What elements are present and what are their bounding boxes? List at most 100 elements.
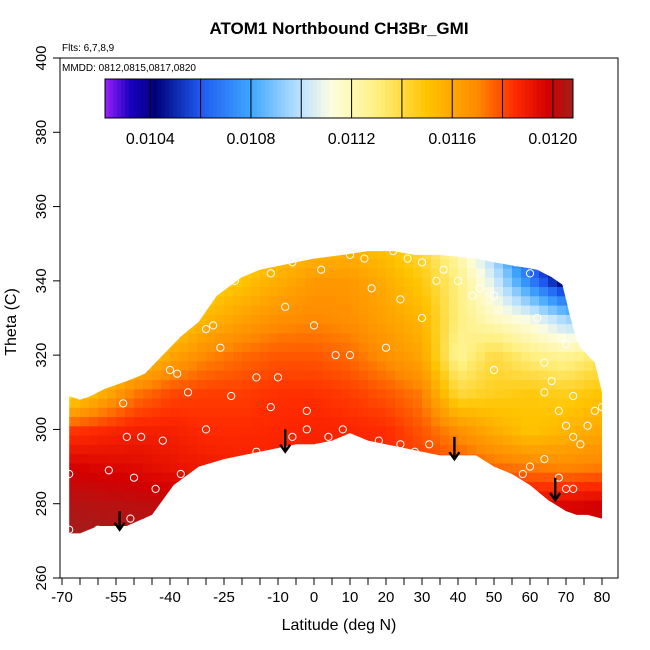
- heatmap-cell: [260, 240, 270, 250]
- heatmap-cell: [170, 231, 180, 241]
- heatmap-cell: [395, 360, 405, 371]
- observation-point: [374, 436, 383, 445]
- heatmap-cell: [305, 537, 315, 547]
- heatmap-cell: [125, 240, 135, 250]
- heatmap-cell: [125, 444, 135, 455]
- heatmap-cell: [161, 258, 171, 269]
- heatmap-cell: [539, 435, 549, 445]
- heatmap-cell: [224, 546, 234, 556]
- heatmap-cell: [521, 388, 531, 399]
- heatmap-cell: [485, 416, 495, 427]
- heatmap-cell: [386, 518, 396, 529]
- colorbar-swatch: [109, 79, 114, 118]
- heatmap-cell: [242, 425, 252, 436]
- heatmap-cell: [143, 490, 153, 501]
- heatmap-cell: [521, 240, 531, 250]
- observation-point: [216, 343, 225, 352]
- heatmap-cell: [116, 425, 126, 436]
- heatmap-cell: [170, 360, 180, 371]
- heatmap-cell: [548, 509, 558, 520]
- heatmap-cell: [386, 444, 396, 455]
- heatmap-cell: [71, 305, 81, 315]
- heatmap-cell: [557, 231, 567, 241]
- heatmap-cell: [449, 518, 459, 529]
- heatmap-cell: [467, 527, 477, 534]
- heatmap-cell: [476, 351, 486, 362]
- y-tick-label: 300: [33, 417, 50, 442]
- heatmap-cell: [161, 546, 171, 556]
- heatmap-cell: [368, 537, 378, 547]
- heatmap-cell: [323, 305, 333, 315]
- heatmap-cell: [476, 518, 486, 529]
- heatmap-cell: [233, 435, 243, 445]
- heatmap-cell: [134, 444, 144, 455]
- heatmap-cell: [332, 258, 342, 269]
- heatmap-cell: [251, 370, 261, 380]
- heatmap-cell: [251, 314, 261, 325]
- heatmap-cell: [503, 342, 513, 353]
- heatmap-cell: [224, 500, 234, 510]
- heatmap-cell: [161, 500, 171, 510]
- heatmap-cell: [485, 546, 495, 556]
- heatmap-cell: [287, 481, 297, 492]
- heatmap-cell: [179, 546, 189, 556]
- heatmap-cell: [170, 509, 180, 520]
- colorbar-swatch: [217, 79, 222, 118]
- heatmap-cell: [350, 416, 360, 427]
- heatmap-cell: [341, 388, 351, 399]
- heatmap-cell: [89, 370, 99, 380]
- heatmap-cell: [476, 258, 486, 269]
- heatmap-cell: [125, 527, 135, 534]
- heatmap-cell: [431, 435, 441, 445]
- colorbar-swatch: [413, 79, 418, 118]
- heatmap-cell: [251, 546, 261, 556]
- heatmap-cell: [71, 379, 81, 390]
- heatmap-cell: [386, 546, 396, 556]
- heatmap-cell: [125, 251, 135, 260]
- colorbar-swatch: [397, 79, 402, 118]
- heatmap-cell: [530, 416, 540, 427]
- heatmap-cell: [476, 407, 486, 418]
- heatmap-cell: [260, 370, 270, 380]
- colorbar-swatch: [201, 79, 206, 118]
- heatmap-cell: [224, 462, 234, 473]
- heatmap-cell: [179, 444, 189, 455]
- heatmap-cell: [566, 370, 576, 380]
- heatmap-cell: [242, 472, 252, 483]
- heatmap-cell: [530, 258, 540, 269]
- heatmap-cell: [584, 416, 594, 427]
- heatmap-cell: [89, 342, 99, 353]
- heatmap-cell: [458, 407, 468, 418]
- heatmap-cell: [584, 490, 594, 501]
- heatmap-cell: [233, 267, 243, 278]
- heatmap-cell: [467, 251, 477, 260]
- heatmap-cell: [350, 379, 360, 390]
- heatmap-cell: [422, 444, 432, 455]
- heatmap-cell: [215, 481, 225, 492]
- observation-point: [266, 269, 275, 278]
- heatmap-cell: [395, 342, 405, 353]
- heatmap-cell: [368, 509, 378, 520]
- heatmap-cell: [368, 258, 378, 269]
- heatmap-cell: [458, 286, 468, 297]
- heatmap-cell: [188, 332, 198, 343]
- heatmap-cell: [296, 500, 306, 510]
- heatmap-cell: [584, 332, 594, 343]
- heatmap-cell: [494, 251, 504, 260]
- heatmap-cell: [584, 351, 594, 362]
- heatmap-cell: [278, 332, 288, 343]
- heatmap-cell: [341, 251, 351, 260]
- heatmap-cell: [476, 295, 486, 306]
- observation-point: [439, 265, 448, 274]
- heatmap-cell: [125, 351, 135, 362]
- heatmap-cell: [89, 397, 99, 408]
- heatmap-cell: [395, 323, 405, 334]
- heatmap-cell: [188, 379, 198, 390]
- heatmap-cell: [575, 370, 585, 380]
- heatmap-cell: [215, 453, 225, 464]
- heatmap-cell: [530, 462, 540, 473]
- heatmap-cell: [449, 537, 459, 547]
- heatmap-cell: [305, 546, 315, 556]
- heatmap-cell: [584, 314, 594, 325]
- observation-point: [561, 484, 571, 493]
